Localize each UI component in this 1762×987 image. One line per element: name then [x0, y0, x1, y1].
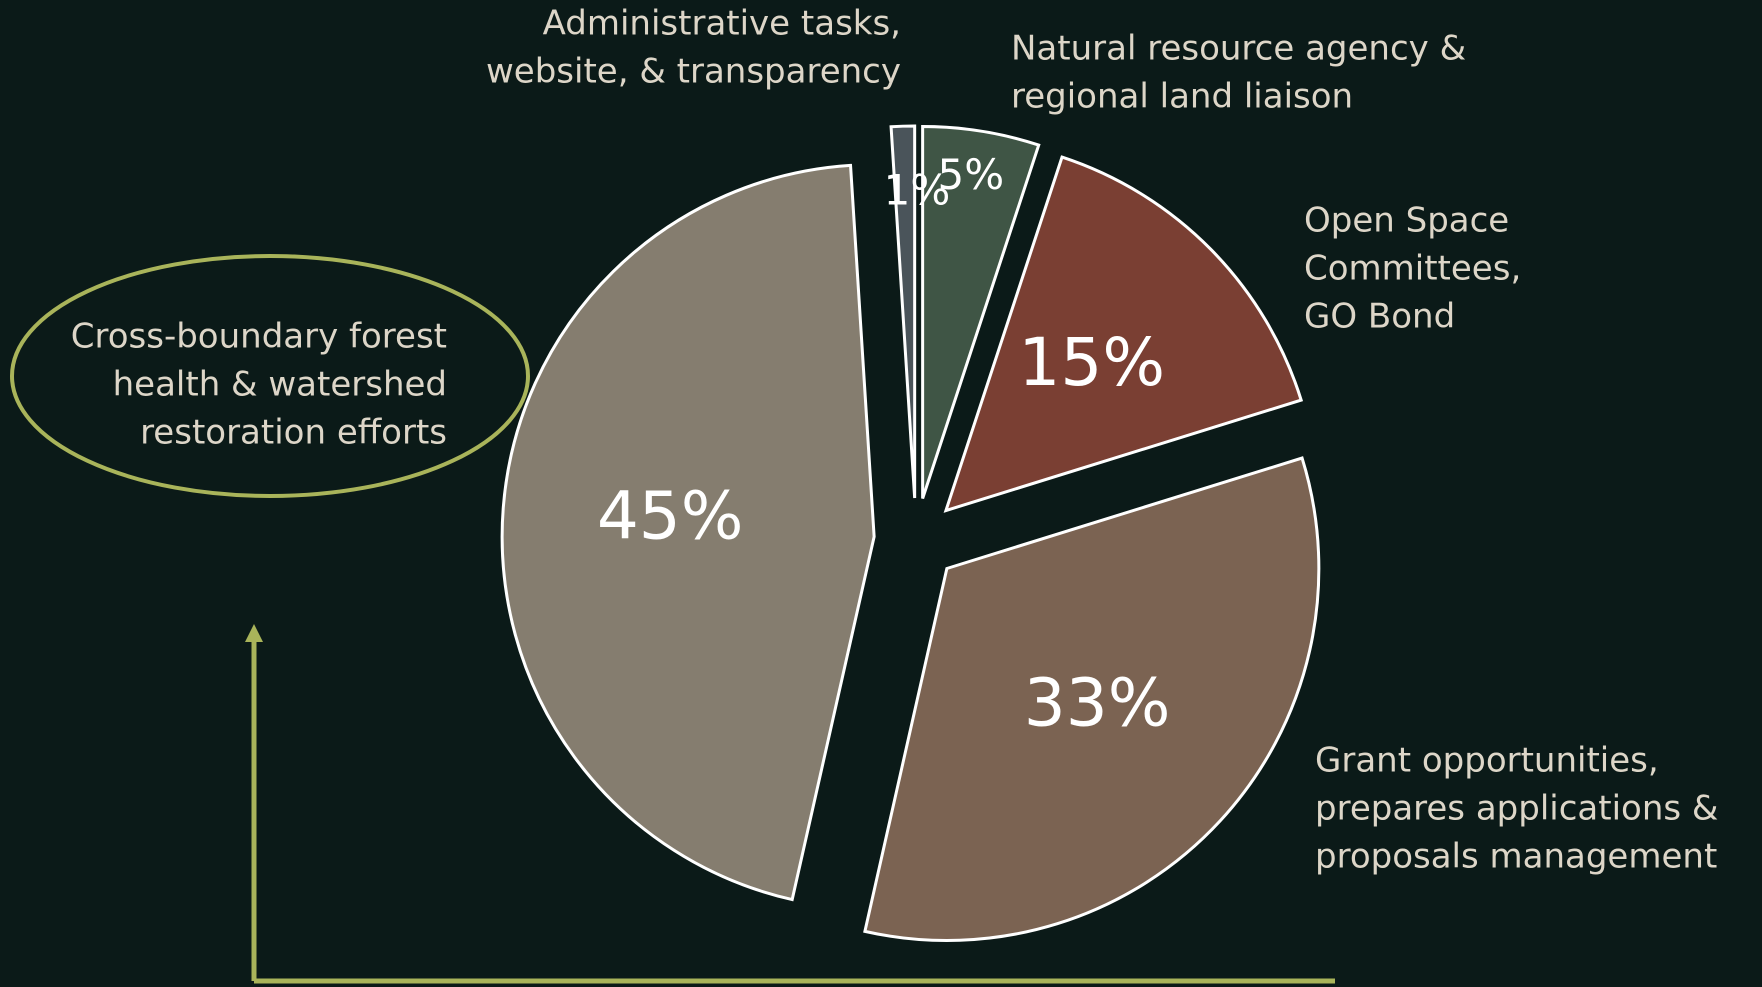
labels: 1%5% 15% 33% 45% Administrative tasks, websit…	[71, 4, 1719, 877]
pie-slice	[500, 163, 876, 902]
category-label: restoration efforts	[140, 413, 447, 453]
category-label: Cross-boundary forest	[71, 317, 447, 357]
pie-slice	[943, 155, 1304, 513]
slice-label: 1%	[884, 166, 951, 215]
category-label: Administrative tasks,	[543, 4, 901, 44]
pie-slice	[889, 124, 917, 499]
slice-label: 5%	[938, 150, 1005, 199]
pie-slice	[921, 125, 1041, 499]
category-label: regional land liaison	[1011, 77, 1353, 117]
category-label: Grant opportunities,	[1315, 741, 1659, 781]
category-label: proposals management	[1315, 837, 1717, 877]
slice-label: 33%	[1024, 664, 1171, 741]
category-label: website, & transparency	[486, 52, 901, 92]
category-label: GO Bond	[1304, 297, 1455, 337]
pie	[500, 124, 1321, 942]
category-label: Open Space	[1304, 201, 1509, 241]
category-label: prepares applications &	[1315, 789, 1718, 829]
arrow-head	[245, 624, 263, 642]
slice-label: 15%	[1018, 324, 1165, 401]
pie-slice	[863, 456, 1321, 942]
slice-label: 45%	[597, 478, 744, 555]
highlight-ellipse	[10, 254, 530, 498]
category-label: health & watershed	[113, 365, 447, 405]
category-label: Committees,	[1304, 249, 1521, 289]
category-label: Natural resource agency &	[1011, 29, 1466, 69]
